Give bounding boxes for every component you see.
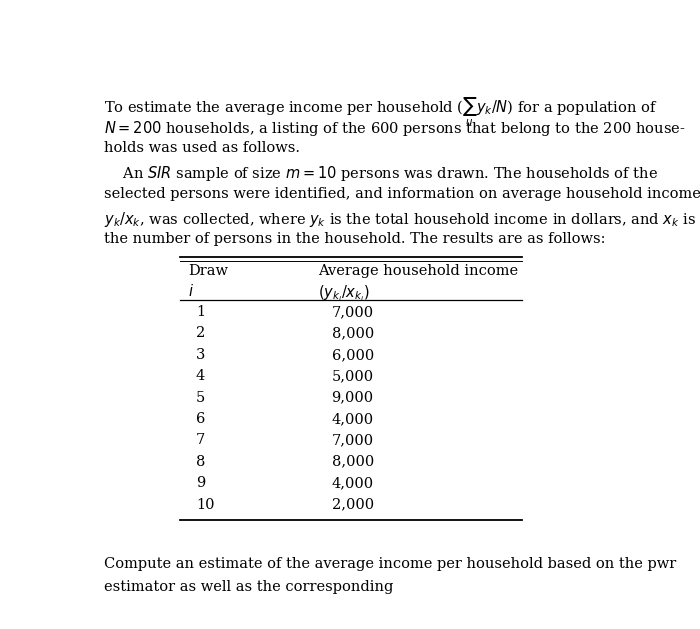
Text: the number of persons in the household. The results are as follows:: the number of persons in the household. … [104,232,606,247]
Text: 2: 2 [196,326,205,340]
Text: 8,000: 8,000 [332,455,374,469]
Text: 8,000: 8,000 [332,326,374,340]
Text: 6: 6 [196,412,205,426]
Text: Compute an estimate of the average income per household based on the pwr: Compute an estimate of the average incom… [104,557,676,571]
Text: 5: 5 [196,391,205,404]
Text: 6,000: 6,000 [332,348,374,362]
Text: To estimate the average income per household ($\sum_{u} y_k/N$) for a population: To estimate the average income per house… [104,96,657,128]
Text: 1: 1 [196,305,205,319]
Text: 7: 7 [196,433,205,447]
Text: $N=200$ households, a listing of the 600 persons that belong to the 200 house-: $N=200$ households, a listing of the 600… [104,119,685,138]
Text: 4,000: 4,000 [332,476,374,490]
Text: Draw: Draw [188,264,228,278]
Text: 9: 9 [196,476,205,490]
Text: $y_k/x_k$, was collected, where $y_k$ is the total household income in dollars, : $y_k/x_k$, was collected, where $y_k$ is… [104,209,696,228]
Text: 3: 3 [196,348,205,362]
Text: $(y_{k_i}/x_{k_i})$: $(y_{k_i}/x_{k_i})$ [318,283,370,304]
Text: $i$: $i$ [188,283,194,299]
Text: 10: 10 [196,498,214,511]
Text: 7,000: 7,000 [332,305,374,319]
Text: 8: 8 [196,455,205,469]
Text: An $SIR$ sample of size $m=10$ persons was drawn. The households of the: An $SIR$ sample of size $m=10$ persons w… [104,164,658,183]
Text: Average household income: Average household income [318,264,518,278]
Text: 9,000: 9,000 [332,391,374,404]
Text: 2,000: 2,000 [332,498,374,511]
Text: estimator as well as the corresponding: estimator as well as the corresponding [104,579,398,594]
Text: selected persons were identified, and information on average household income,: selected persons were identified, and in… [104,187,700,201]
Text: holds was used as follows.: holds was used as follows. [104,142,300,155]
Text: 5,000: 5,000 [332,369,374,383]
Text: 7,000: 7,000 [332,433,374,447]
Text: 4: 4 [196,369,205,383]
Text: 4,000: 4,000 [332,412,374,426]
